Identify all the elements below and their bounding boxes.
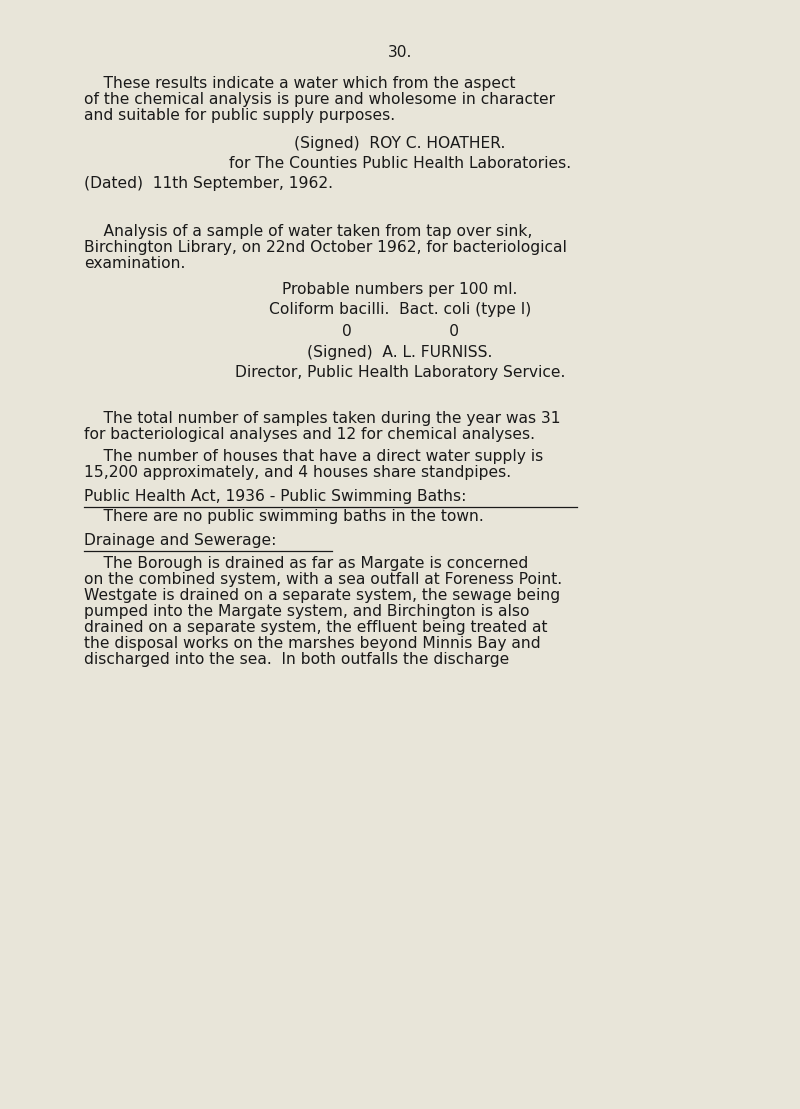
Text: and suitable for public supply purposes.: and suitable for public supply purposes.	[84, 108, 395, 123]
Text: There are no public swimming baths in the town.: There are no public swimming baths in th…	[84, 509, 484, 523]
Text: The Borough is drained as far as Margate is concerned: The Borough is drained as far as Margate…	[84, 556, 528, 571]
Text: discharged into the sea.  In both outfalls the discharge: discharged into the sea. In both outfall…	[84, 652, 510, 667]
Text: for The Counties Public Health Laboratories.: for The Counties Public Health Laborator…	[229, 156, 571, 171]
Text: on the combined system, with a sea outfall at Foreness Point.: on the combined system, with a sea outfa…	[84, 572, 562, 587]
Text: Westgate is drained on a separate system, the sewage being: Westgate is drained on a separate system…	[84, 588, 560, 603]
Text: Public Health Act, 1936 - Public Swimming Baths:: Public Health Act, 1936 - Public Swimmin…	[84, 489, 466, 503]
Text: 15,200 approximately, and 4 houses share standpipes.: 15,200 approximately, and 4 houses share…	[84, 465, 511, 480]
Text: (Dated)  11th September, 1962.: (Dated) 11th September, 1962.	[84, 176, 333, 191]
Text: Probable numbers per 100 ml.: Probable numbers per 100 ml.	[282, 282, 518, 297]
Text: These results indicate a water which from the aspect: These results indicate a water which fro…	[84, 77, 515, 91]
Text: 30.: 30.	[388, 45, 412, 60]
Text: Director, Public Health Laboratory Service.: Director, Public Health Laboratory Servi…	[235, 365, 565, 380]
Text: (Signed)  A. L. FURNISS.: (Signed) A. L. FURNISS.	[307, 345, 493, 360]
Text: Drainage and Sewerage:: Drainage and Sewerage:	[84, 533, 276, 548]
Text: examination.: examination.	[84, 256, 186, 271]
Text: Analysis of a sample of water taken from tap over sink,: Analysis of a sample of water taken from…	[84, 224, 532, 240]
Text: Birchington Library, on 22nd October 1962, for bacteriological: Birchington Library, on 22nd October 196…	[84, 240, 567, 255]
Text: The number of houses that have a direct water supply is: The number of houses that have a direct …	[84, 449, 543, 464]
Text: drained on a separate system, the effluent being treated at: drained on a separate system, the efflue…	[84, 620, 547, 635]
Text: 0                    0: 0 0	[342, 324, 458, 339]
Text: for bacteriological analyses and 12 for chemical analyses.: for bacteriological analyses and 12 for …	[84, 427, 535, 442]
Text: Coliform bacilli.  Bact. coli (type I): Coliform bacilli. Bact. coli (type I)	[269, 302, 531, 317]
Text: pumped into the Margate system, and Birchington is also: pumped into the Margate system, and Birc…	[84, 604, 530, 619]
Text: the disposal works on the marshes beyond Minnis Bay and: the disposal works on the marshes beyond…	[84, 635, 541, 651]
Text: of the chemical analysis is pure and wholesome in character: of the chemical analysis is pure and who…	[84, 92, 555, 106]
Text: The total number of samples taken during the year was 31: The total number of samples taken during…	[84, 411, 561, 426]
Text: (Signed)  ROY C. HOATHER.: (Signed) ROY C. HOATHER.	[294, 136, 506, 151]
